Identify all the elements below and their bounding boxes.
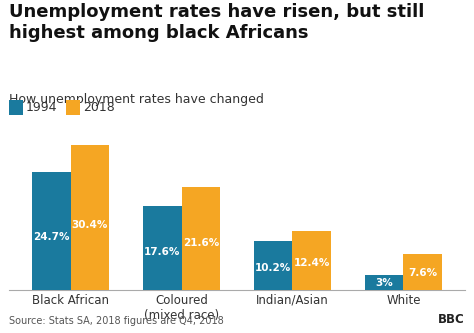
Bar	[32, 172, 71, 290]
Bar	[292, 231, 331, 290]
Text: 7.6%: 7.6%	[408, 268, 438, 278]
Bar	[403, 253, 442, 290]
Text: 12.4%: 12.4%	[294, 258, 330, 268]
Text: 17.6%: 17.6%	[144, 247, 180, 257]
Bar	[143, 206, 182, 290]
Text: BBC: BBC	[438, 313, 465, 326]
Text: 1994: 1994	[26, 101, 57, 114]
Text: Source: Stats SA, 2018 figures are Q4, 2018: Source: Stats SA, 2018 figures are Q4, 2…	[9, 316, 224, 326]
Text: 2018: 2018	[83, 101, 115, 114]
Text: 21.6%: 21.6%	[183, 238, 219, 248]
Text: 10.2%: 10.2%	[255, 263, 291, 273]
Text: Unemployment rates have risen, but still
highest among black Africans: Unemployment rates have risen, but still…	[9, 3, 425, 42]
Bar	[365, 275, 403, 290]
Bar	[71, 145, 109, 290]
Text: How unemployment rates have changed: How unemployment rates have changed	[9, 93, 264, 106]
Bar	[182, 187, 220, 290]
Text: 30.4%: 30.4%	[72, 220, 108, 230]
Text: 3%: 3%	[375, 278, 393, 288]
Text: 24.7%: 24.7%	[33, 232, 69, 242]
Bar	[254, 241, 292, 290]
